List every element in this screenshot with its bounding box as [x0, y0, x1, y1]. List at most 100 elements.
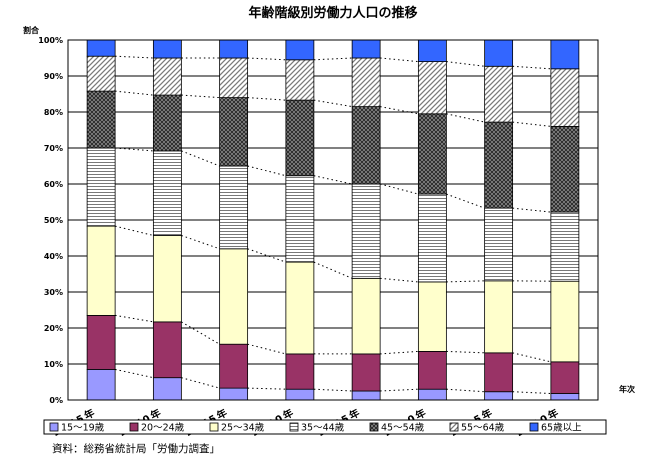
bar-segment — [550, 39, 580, 70]
series-connector-line — [446, 193, 485, 209]
bar-segment — [550, 361, 580, 394]
legend-label: 15～19歳 — [61, 422, 105, 434]
legend-label: 35～44歳 — [301, 422, 345, 434]
bar-segment — [219, 97, 249, 167]
bar-segment — [351, 57, 381, 107]
series-connector-line — [247, 343, 286, 355]
series-connector-line — [380, 350, 419, 355]
bar-segment — [152, 235, 182, 323]
y-tick-label: 60% — [44, 180, 63, 189]
legend: 15～19歳 20～24歳 25～34歳 35～44歳 45～54歳 55～64歳 65歳以… — [49, 422, 582, 434]
bar-segment — [550, 211, 580, 282]
series-connector-line — [247, 387, 286, 390]
bar-segment — [351, 277, 381, 355]
series-connector-line — [115, 225, 154, 236]
bar-segment — [351, 39, 381, 59]
bar-segment — [550, 280, 580, 363]
series-connector-line — [379, 183, 419, 195]
series-connector-line — [115, 147, 154, 152]
y-axis-tick-labels: 0% 10% 20% 30% 40% 50% 60% 70% 80% 90% 100% — [38, 36, 63, 405]
legend-swatch — [49, 422, 59, 432]
bar-segment — [285, 99, 315, 177]
series-connector-line — [446, 113, 485, 123]
series-connector-line — [247, 97, 286, 101]
series-connector-line — [181, 94, 220, 99]
bar-segment — [351, 106, 381, 185]
series-connector-line — [446, 388, 485, 393]
bar-segment — [351, 353, 381, 392]
y-tick-label: 10% — [44, 360, 63, 369]
series-connector-line — [115, 55, 154, 59]
bar-segment — [285, 261, 315, 355]
series-connector-line — [446, 61, 485, 67]
series-connector-line — [512, 121, 551, 127]
bar-segment — [285, 353, 315, 390]
bar-segment — [484, 121, 514, 209]
legend-label: 20～24歳 — [141, 422, 185, 434]
bar-segment — [219, 343, 249, 389]
bar-segment — [86, 39, 116, 57]
series-connector-line — [380, 277, 419, 283]
bar-segment — [152, 57, 182, 96]
bar-segment — [417, 388, 447, 401]
bar-segment — [417, 61, 447, 115]
series-connector-line — [247, 165, 286, 177]
series-connector-line — [380, 106, 419, 115]
bars-group — [86, 39, 580, 401]
y-tick-label: 90% — [44, 72, 63, 81]
bar-segment — [484, 391, 514, 401]
bar-segment — [86, 147, 116, 227]
bar-segment — [351, 390, 381, 401]
bar-segment — [152, 94, 182, 152]
series-connector-line — [181, 321, 220, 345]
bar-segment — [417, 113, 447, 195]
bar-segment — [550, 393, 580, 401]
bar-segment — [152, 150, 182, 236]
bar-segment — [86, 314, 116, 370]
y-tick-label: 30% — [44, 288, 63, 297]
y-tick-label: 80% — [44, 108, 63, 117]
bar-segment — [219, 57, 249, 98]
bar-segment — [417, 281, 447, 352]
chart-title: 年齢階級別労働力人口の推移 — [248, 5, 417, 21]
series-connector-line — [115, 90, 154, 96]
legend-label: 45～54歳 — [381, 422, 425, 434]
bar-segment — [484, 39, 514, 67]
bar-segment — [219, 248, 249, 345]
bar-segment — [550, 126, 580, 213]
bar-segment — [285, 175, 315, 263]
legend-label: 65歳以上 — [541, 422, 582, 434]
series-connector-line — [512, 391, 551, 395]
series-connector-line — [446, 280, 485, 283]
series-connector-line — [115, 314, 154, 323]
bar-segment — [219, 387, 249, 401]
series-connector-line — [313, 99, 353, 108]
bar-segment — [417, 350, 447, 390]
series-connector-line — [181, 150, 220, 167]
bar-segment — [484, 65, 514, 123]
bar-segment — [285, 388, 315, 401]
legend-swatch — [529, 422, 539, 432]
y-tick-label: 0% — [49, 396, 63, 405]
series-connector-line — [512, 207, 551, 213]
series-connector-line — [313, 261, 353, 279]
source-note: 資料：総務省統計局「労働力調査」 — [52, 442, 220, 455]
y-tick-label: 40% — [44, 252, 63, 261]
series-connector-line — [512, 352, 551, 363]
bar-segment — [550, 68, 580, 127]
series-connector-line — [446, 350, 485, 354]
series-connector-line — [313, 175, 353, 185]
bar-segment — [152, 39, 182, 59]
series-connector-line — [247, 57, 286, 61]
bar-segment — [484, 207, 514, 282]
series-connector-line — [512, 65, 551, 70]
bar-segment — [152, 377, 182, 401]
legend-swatch — [289, 422, 299, 432]
bar-segment — [219, 165, 249, 250]
bar-segment — [219, 39, 249, 59]
x-axis-title: 年次 — [619, 384, 635, 394]
legend-swatch — [369, 422, 379, 432]
y-tick-label: 100% — [38, 36, 63, 45]
bar-segment — [484, 280, 514, 354]
